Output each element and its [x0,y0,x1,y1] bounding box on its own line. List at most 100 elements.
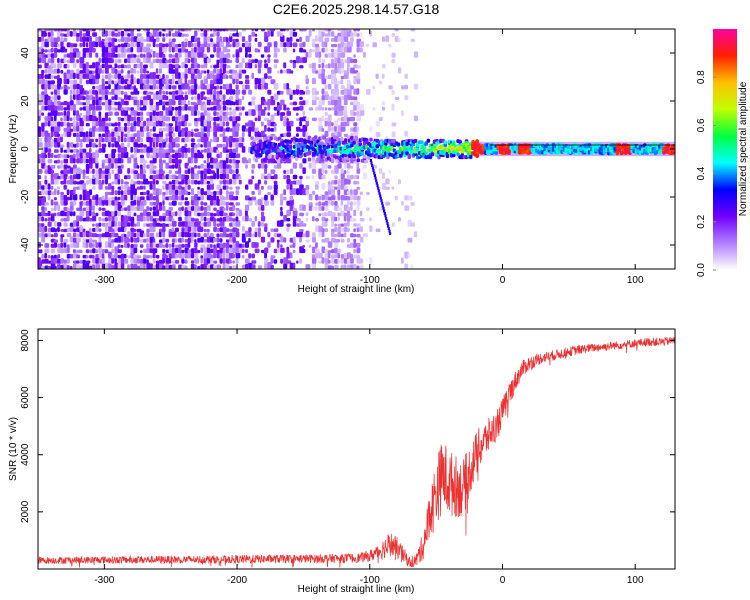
spectrogram-cell [165,254,168,259]
spectrogram-cell [108,215,111,222]
spectrogram-cell [267,149,271,154]
spectrogram-cell [206,180,210,185]
spectrogram-cell [206,205,211,211]
spectrogram-cell [63,110,67,116]
spectrogram-cell [114,54,119,58]
spectrogram-cell [292,207,297,211]
spectrogram-cell [95,194,99,201]
spectrogram-cell [343,214,347,222]
spectrogram-cell [104,193,108,201]
spectrogram-cell [381,201,384,205]
spectrogram-cell [394,195,398,201]
spectrogram-cell [286,41,291,48]
spectrogram-cell [350,135,354,140]
spectrogram-cell [171,69,176,74]
spectrogram-cell [111,52,116,58]
spectrogram-cell [340,238,345,243]
spectrogram-cell [254,200,258,206]
spectrogram-cell [149,132,153,137]
spectrogram-cell [136,173,140,180]
spectrogram-cell [66,246,70,254]
spectrogram-cell [213,105,218,111]
spectrogram-cell [245,40,249,48]
spectrogram-cell [120,262,125,269]
spectrogram-cell [66,154,70,159]
spectrogram-cell [324,169,328,174]
spectrogram-cell [337,29,341,32]
spectrogram-cell [124,189,128,195]
spectrogram-cell [146,212,151,217]
spectrogram-cell [229,83,232,90]
spectrogram-cell [294,157,299,161]
spectrogram-cell [120,190,124,196]
spectrogram-cell [175,29,179,32]
spectrogram-cell [98,168,102,174]
spectrogram-cell [260,162,265,169]
spectrogram-cell [50,153,54,159]
spectrogram-cell [235,202,241,206]
spectrogram-cell [337,117,340,122]
spectrogram-cell [254,82,258,90]
spectrogram-cell [104,30,108,37]
spectrogram-cell [47,190,52,196]
spectrogram-cell [152,248,158,254]
spectrogram-cell [155,68,159,74]
spectrogram-cell [143,168,146,174]
spectrogram-cell [324,163,329,169]
spectrogram-cell [337,216,340,222]
spectrogram-cell [299,128,304,132]
spectrogram-cell [130,74,134,79]
spectrogram-cell [89,138,94,143]
spectrogram-cell [318,103,322,111]
spectrogram-cell [50,131,54,137]
spectrogram-cell [292,101,297,106]
spectrogram-cell [222,207,226,211]
spectrogram-cell [184,38,188,42]
spectrogram-cell [238,32,242,37]
spectrogram-cell [566,144,571,149]
spectrogram-cell [238,98,242,106]
spectrogram-cell [127,205,131,211]
spectrogram-cell [232,218,236,222]
spectrogram-cell [101,179,105,185]
spectrogram-cell [127,70,131,74]
spectrogram-cell [111,196,114,201]
spectrogram-cell [210,83,215,90]
spectrogram-cell [350,194,354,201]
spectrogram-cell [159,204,163,211]
spectrogram-cell [92,186,96,190]
spectrogram-cell [63,78,68,85]
spectrogram-cell [391,122,397,127]
spectrogram-cell [60,146,63,153]
spectrogram-cell [114,158,119,164]
spectrogram-cell [241,106,245,111]
spectrogram-cell [92,130,96,137]
spectrogram-cell [216,85,219,90]
spectrogram-cell [346,252,351,259]
spectrogram-cell [280,247,285,254]
spectrogram-cell [340,177,344,185]
spectrogram-cell [315,70,319,74]
spectrogram-cell [149,207,153,211]
spectrogram-cell [136,99,140,106]
spectrogram-cell [383,211,386,215]
spectrogram-cell [219,68,223,74]
spectrogram-cell [187,184,191,190]
spectrogram-cell [372,85,376,90]
spectrogram-cell [101,63,105,69]
spectrogram-cell [181,96,185,101]
spectrogram-cell [315,181,320,185]
spectrogram-cell [50,255,54,259]
spectrogram-cell [354,137,358,142]
spectrogram-cell [178,109,182,116]
spectrogram-cell [280,32,284,37]
spectrogram-cell [206,43,211,48]
spectrogram-cell [82,201,87,206]
spectrogram-cell [190,138,195,143]
spectrogram-cell [270,29,275,32]
spectrogram-cell [133,126,137,132]
spectrogram-cell [424,141,428,146]
spectrogram-cell [235,38,239,42]
spectrogram-cell [50,234,54,238]
